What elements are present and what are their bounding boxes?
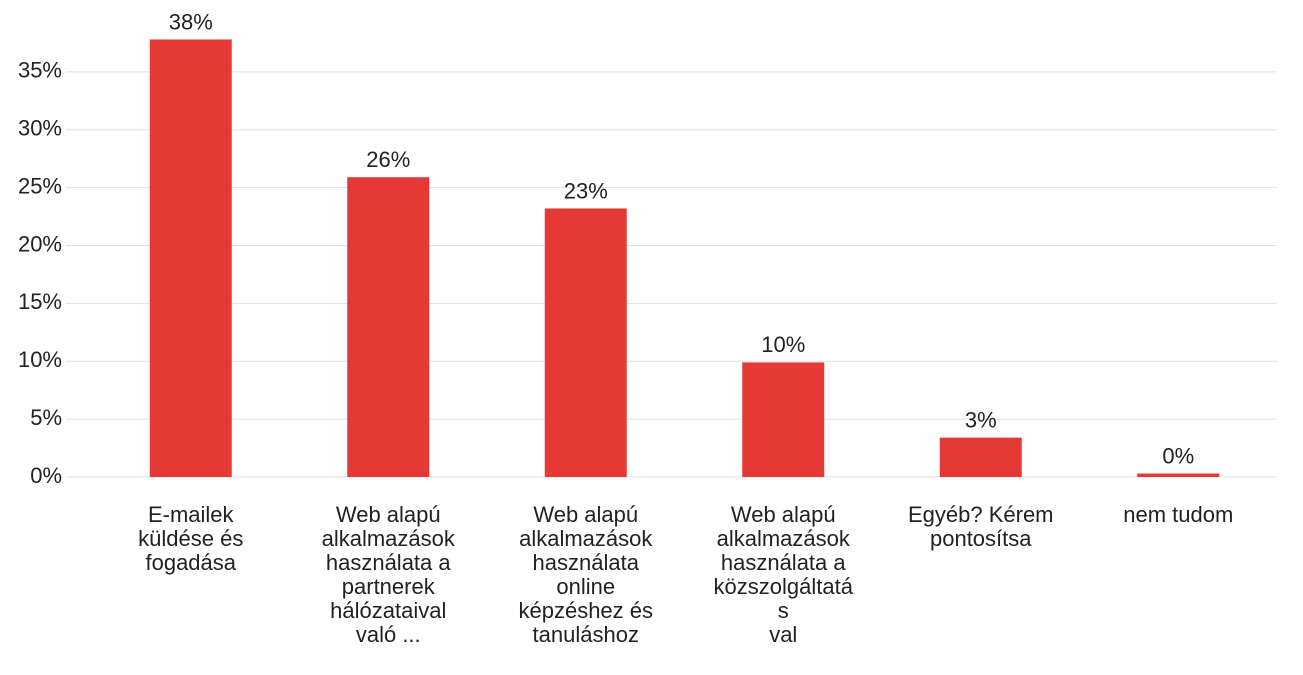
data-label: 38% xyxy=(169,9,213,34)
bar xyxy=(544,208,627,477)
bar xyxy=(1137,473,1220,477)
bar xyxy=(742,362,825,477)
y-tick-label: 15% xyxy=(18,289,62,314)
y-tick-label: 0% xyxy=(30,463,62,488)
x-tick-label: nem tudom xyxy=(1123,502,1233,527)
x-tick-label: Web alapú alkalmazások használata online kép… xyxy=(518,502,653,647)
y-tick-label: 5% xyxy=(30,405,62,430)
data-label: 23% xyxy=(564,178,608,203)
x-tick-label: Web alapú alkalmazások használata a közszol… xyxy=(714,502,854,647)
y-tick-label: 35% xyxy=(18,58,62,83)
x-tick-label: E-mailek küldése és fogadása xyxy=(138,502,243,575)
data-label: 0% xyxy=(1162,443,1194,468)
y-tick-label: 30% xyxy=(18,116,62,141)
y-tick-label: 20% xyxy=(18,231,62,256)
x-tick-label: Web alapú alkalmazások használata a partner… xyxy=(322,502,456,647)
bar xyxy=(939,437,1022,477)
bar xyxy=(347,177,430,477)
y-tick-label: 25% xyxy=(18,173,62,198)
y-tick-label: 10% xyxy=(18,347,62,372)
bar xyxy=(149,39,232,478)
data-label: 3% xyxy=(965,407,997,432)
data-label: 26% xyxy=(366,147,410,172)
data-label: 10% xyxy=(761,332,805,357)
x-tick-label: Egyéb? Kérem pontosítsa xyxy=(908,502,1054,551)
